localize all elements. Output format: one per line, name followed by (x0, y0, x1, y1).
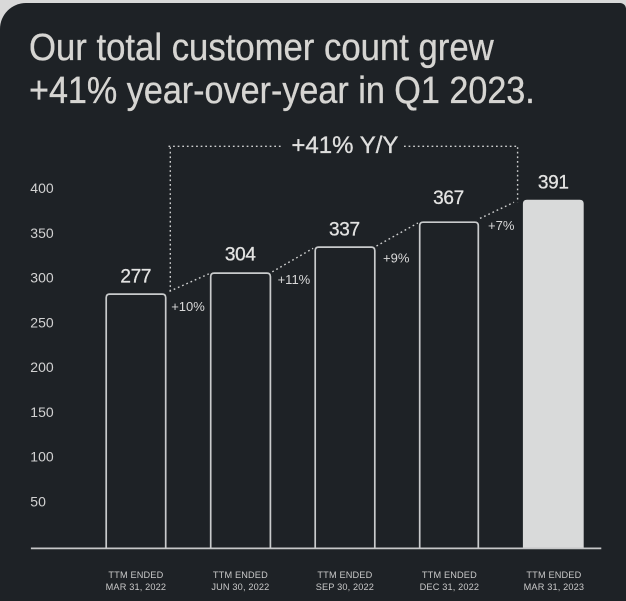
svg-text:TTM ENDED: TTM ENDED (422, 570, 477, 580)
svg-text:367: 367 (433, 188, 464, 209)
svg-text:JUN 30, 2022: JUN 30, 2022 (211, 582, 269, 592)
svg-text:TTM ENDED: TTM ENDED (317, 570, 372, 580)
svg-text:300: 300 (30, 270, 54, 286)
svg-text:277: 277 (120, 266, 151, 287)
svg-text:400: 400 (30, 180, 54, 196)
svg-text:MAR 31, 2023: MAR 31, 2023 (524, 582, 585, 592)
svg-text:+41% Y/Y: +41% Y/Y (291, 132, 398, 159)
svg-text:+11%: +11% (278, 272, 311, 287)
svg-text:+9%: +9% (383, 250, 410, 265)
svg-text:337: 337 (329, 220, 360, 241)
svg-text:+10%: +10% (171, 299, 205, 314)
svg-text:MAR 31, 2022: MAR 31, 2022 (106, 582, 167, 592)
svg-text:SEP 30, 2022: SEP 30, 2022 (316, 582, 374, 592)
svg-text:200: 200 (30, 359, 54, 375)
svg-text:304: 304 (225, 245, 257, 266)
svg-text:350: 350 (30, 225, 54, 241)
svg-text:TTM ENDED: TTM ENDED (108, 570, 163, 580)
svg-text:TTM ENDED: TTM ENDED (526, 570, 581, 580)
svg-text:250: 250 (30, 315, 54, 331)
svg-text:TTM ENDED: TTM ENDED (213, 570, 268, 580)
svg-text:391: 391 (538, 173, 569, 194)
svg-text:50: 50 (30, 494, 46, 510)
svg-text:100: 100 (30, 449, 54, 465)
svg-text:150: 150 (30, 404, 54, 420)
svg-text:+7%: +7% (488, 218, 515, 233)
svg-text:DEC 31, 2022: DEC 31, 2022 (420, 582, 480, 592)
